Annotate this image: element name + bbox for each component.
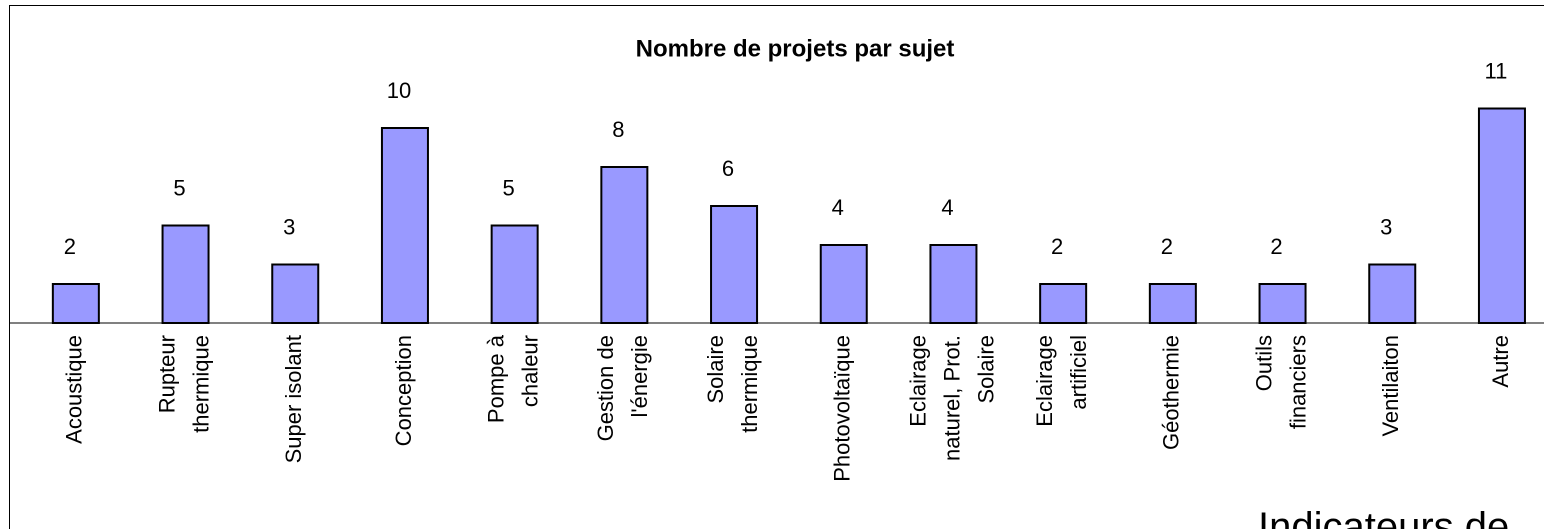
data-label: 8 — [612, 117, 624, 142]
chart-frame — [9, 5, 1544, 529]
x-tick-label: Super isolant — [281, 335, 306, 463]
x-tick-label: Photovoltaïque — [830, 335, 855, 482]
x-tick-label: Rupteur — [154, 335, 179, 413]
x-tick-label: l'énergie — [627, 335, 652, 417]
x-tick-label: thermique — [737, 335, 762, 433]
bar — [1148, 283, 1197, 324]
data-label: 3 — [283, 214, 295, 239]
data-label: 4 — [832, 195, 844, 220]
data-label: 5 — [503, 175, 515, 200]
bar — [380, 127, 429, 324]
data-label: 5 — [173, 175, 185, 200]
x-tick-label: Eclairage — [1032, 335, 1057, 427]
bar — [161, 224, 210, 324]
bar — [710, 205, 759, 324]
bar — [600, 166, 649, 324]
data-label: 6 — [722, 156, 734, 181]
x-tick-label: chaleur — [517, 335, 542, 407]
data-label: 4 — [941, 195, 953, 220]
bar — [490, 224, 539, 324]
bar — [1477, 107, 1526, 324]
x-tick-label: thermique — [188, 335, 213, 433]
annotation: Indicateurs de — [1258, 505, 1509, 529]
data-label: 2 — [1161, 234, 1173, 259]
x-tick-label: Solaire — [973, 335, 998, 403]
chart-title: Nombre de projets par sujet — [636, 35, 955, 62]
x-tick-label: artificiel — [1066, 335, 1091, 410]
bar — [1039, 283, 1088, 324]
bar — [1258, 283, 1307, 324]
bar — [819, 244, 868, 324]
data-label: 2 — [64, 234, 76, 259]
x-tick-label: Conception — [391, 335, 416, 446]
x-tick-label: Autre — [1488, 335, 1513, 388]
data-label: 2 — [1270, 234, 1282, 259]
x-tick-label: Eclairage — [905, 335, 930, 427]
data-label: 11 — [1485, 58, 1508, 83]
data-label: 2 — [1051, 234, 1063, 259]
x-tick-label: Acoustique — [62, 335, 87, 444]
x-tick-label: naturel, Prot. — [939, 335, 964, 461]
x-tick-label: Gestion de — [593, 335, 618, 441]
bar — [1368, 263, 1417, 324]
x-tick-label: Outils — [1251, 335, 1276, 391]
data-label: 3 — [1380, 214, 1392, 239]
bar — [51, 283, 100, 324]
bar — [271, 263, 320, 324]
x-tick-label: Géothermie — [1159, 335, 1184, 450]
bar — [929, 244, 978, 324]
x-tick-label: Ventilaiton — [1378, 335, 1403, 437]
data-label: 10 — [387, 78, 411, 103]
x-tick-label: Solaire — [703, 335, 728, 403]
x-tick-label: Pompe à — [483, 334, 508, 423]
x-tick-label: financiers — [1285, 335, 1310, 429]
